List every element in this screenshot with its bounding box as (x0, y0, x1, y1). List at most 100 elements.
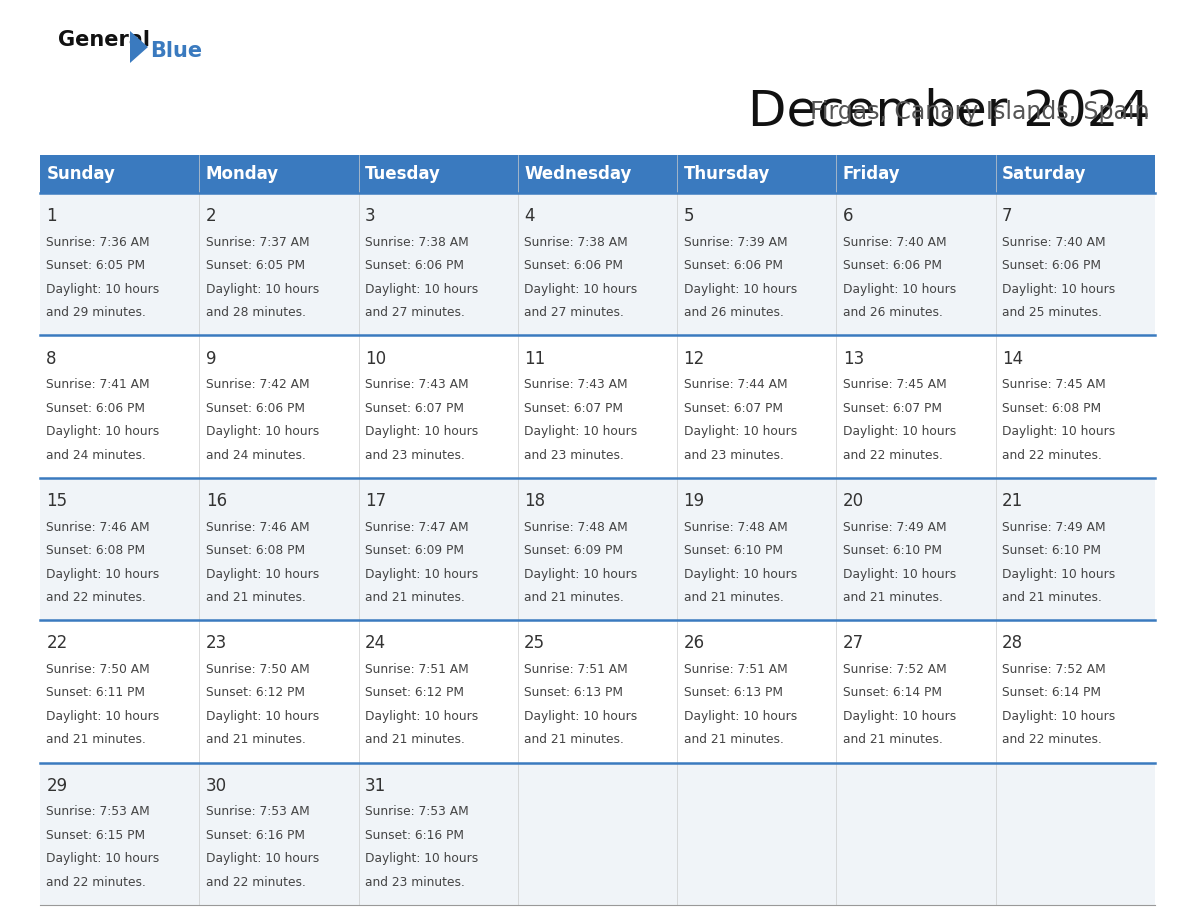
Text: 3: 3 (365, 207, 375, 225)
Text: Daylight: 10 hours: Daylight: 10 hours (365, 425, 479, 438)
Text: Sunrise: 7:39 AM: Sunrise: 7:39 AM (683, 236, 788, 249)
Text: Firgas, Canary Islands, Spain: Firgas, Canary Islands, Spain (810, 100, 1150, 124)
Bar (677, 335, 836, 477)
Text: 14: 14 (1003, 350, 1023, 367)
Text: Blue: Blue (150, 41, 202, 61)
Text: and 22 minutes.: and 22 minutes. (206, 876, 305, 889)
Text: Sunrise: 7:45 AM: Sunrise: 7:45 AM (842, 378, 947, 391)
Text: Daylight: 10 hours: Daylight: 10 hours (46, 283, 159, 296)
Text: Sunrise: 7:53 AM: Sunrise: 7:53 AM (365, 805, 469, 818)
Text: Sunset: 6:10 PM: Sunset: 6:10 PM (1003, 544, 1101, 557)
Text: Saturday: Saturday (1003, 165, 1087, 183)
Text: Sunset: 6:09 PM: Sunset: 6:09 PM (524, 544, 624, 557)
Text: Daylight: 10 hours: Daylight: 10 hours (842, 567, 956, 580)
Text: Sunset: 6:06 PM: Sunset: 6:06 PM (683, 259, 783, 273)
Bar (996, 155, 1155, 193)
Text: and 27 minutes.: and 27 minutes. (524, 307, 624, 319)
Bar (677, 193, 836, 335)
Bar (40, 477, 200, 621)
Text: 20: 20 (842, 492, 864, 510)
Text: Daylight: 10 hours: Daylight: 10 hours (1003, 283, 1116, 296)
Bar (836, 477, 996, 621)
Text: 10: 10 (365, 350, 386, 367)
Text: Sunset: 6:16 PM: Sunset: 6:16 PM (206, 829, 304, 842)
Text: Daylight: 10 hours: Daylight: 10 hours (46, 710, 159, 722)
Text: Daylight: 10 hours: Daylight: 10 hours (46, 852, 159, 866)
Text: Sunset: 6:08 PM: Sunset: 6:08 PM (206, 544, 305, 557)
Text: and 23 minutes.: and 23 minutes. (365, 449, 465, 462)
Text: Sunset: 6:09 PM: Sunset: 6:09 PM (365, 544, 465, 557)
Text: Daylight: 10 hours: Daylight: 10 hours (524, 283, 638, 296)
Text: 2: 2 (206, 207, 216, 225)
Text: and 22 minutes.: and 22 minutes. (46, 591, 146, 604)
Text: and 24 minutes.: and 24 minutes. (206, 449, 305, 462)
Text: 31: 31 (365, 777, 386, 795)
Text: and 22 minutes.: and 22 minutes. (46, 876, 146, 889)
Text: Sunrise: 7:50 AM: Sunrise: 7:50 AM (46, 663, 150, 676)
Bar (996, 621, 1155, 763)
Bar (677, 477, 836, 621)
Text: and 21 minutes.: and 21 minutes. (524, 733, 624, 746)
Bar (359, 155, 518, 193)
Bar (200, 763, 359, 905)
Bar (836, 193, 996, 335)
Text: and 25 minutes.: and 25 minutes. (1003, 307, 1102, 319)
Bar (836, 155, 996, 193)
Text: Wednesday: Wednesday (524, 165, 632, 183)
Text: Sunrise: 7:40 AM: Sunrise: 7:40 AM (842, 236, 947, 249)
Bar (836, 621, 996, 763)
Text: and 26 minutes.: and 26 minutes. (842, 307, 942, 319)
Bar (518, 193, 677, 335)
Text: Sunset: 6:05 PM: Sunset: 6:05 PM (206, 259, 305, 273)
Text: 4: 4 (524, 207, 535, 225)
Text: Sunset: 6:13 PM: Sunset: 6:13 PM (683, 687, 783, 700)
Text: Sunrise: 7:46 AM: Sunrise: 7:46 AM (206, 521, 309, 533)
Bar (518, 335, 677, 477)
Text: Daylight: 10 hours: Daylight: 10 hours (365, 710, 479, 722)
Text: Sunrise: 7:47 AM: Sunrise: 7:47 AM (365, 521, 468, 533)
Text: Sunset: 6:10 PM: Sunset: 6:10 PM (842, 544, 942, 557)
Bar (518, 621, 677, 763)
Text: and 22 minutes.: and 22 minutes. (1003, 733, 1102, 746)
Text: Sunset: 6:08 PM: Sunset: 6:08 PM (1003, 401, 1101, 415)
Text: Sunset: 6:06 PM: Sunset: 6:06 PM (842, 259, 942, 273)
Text: Sunrise: 7:45 AM: Sunrise: 7:45 AM (1003, 378, 1106, 391)
Text: 17: 17 (365, 492, 386, 510)
Bar (677, 155, 836, 193)
Text: Sunrise: 7:38 AM: Sunrise: 7:38 AM (365, 236, 469, 249)
Bar (40, 193, 200, 335)
Text: 21: 21 (1003, 492, 1023, 510)
Text: 28: 28 (1003, 634, 1023, 653)
Text: Sunrise: 7:43 AM: Sunrise: 7:43 AM (365, 378, 468, 391)
Text: Sunset: 6:15 PM: Sunset: 6:15 PM (46, 829, 145, 842)
Bar (518, 477, 677, 621)
Text: and 21 minutes.: and 21 minutes. (842, 733, 942, 746)
Text: Sunset: 6:13 PM: Sunset: 6:13 PM (524, 687, 624, 700)
Text: Monday: Monday (206, 165, 279, 183)
Text: Daylight: 10 hours: Daylight: 10 hours (683, 710, 797, 722)
Bar (359, 621, 518, 763)
Text: Sunset: 6:12 PM: Sunset: 6:12 PM (206, 687, 304, 700)
Text: and 21 minutes.: and 21 minutes. (206, 733, 305, 746)
Bar (836, 335, 996, 477)
Text: Sunset: 6:07 PM: Sunset: 6:07 PM (524, 401, 624, 415)
Text: Sunrise: 7:42 AM: Sunrise: 7:42 AM (206, 378, 309, 391)
Bar (359, 477, 518, 621)
Text: Sunset: 6:07 PM: Sunset: 6:07 PM (683, 401, 783, 415)
Text: Daylight: 10 hours: Daylight: 10 hours (842, 425, 956, 438)
Text: Sunrise: 7:36 AM: Sunrise: 7:36 AM (46, 236, 150, 249)
Text: Sunset: 6:12 PM: Sunset: 6:12 PM (365, 687, 465, 700)
Text: Sunset: 6:06 PM: Sunset: 6:06 PM (206, 401, 304, 415)
Text: 18: 18 (524, 492, 545, 510)
Text: and 24 minutes.: and 24 minutes. (46, 449, 146, 462)
Text: and 21 minutes.: and 21 minutes. (365, 733, 465, 746)
Bar (40, 763, 200, 905)
Text: Sunrise: 7:51 AM: Sunrise: 7:51 AM (524, 663, 628, 676)
Text: 15: 15 (46, 492, 68, 510)
Text: Daylight: 10 hours: Daylight: 10 hours (524, 710, 638, 722)
Text: Sunrise: 7:41 AM: Sunrise: 7:41 AM (46, 378, 150, 391)
Bar (518, 155, 677, 193)
Bar (677, 763, 836, 905)
Text: Sunrise: 7:49 AM: Sunrise: 7:49 AM (842, 521, 947, 533)
Text: Daylight: 10 hours: Daylight: 10 hours (365, 283, 479, 296)
